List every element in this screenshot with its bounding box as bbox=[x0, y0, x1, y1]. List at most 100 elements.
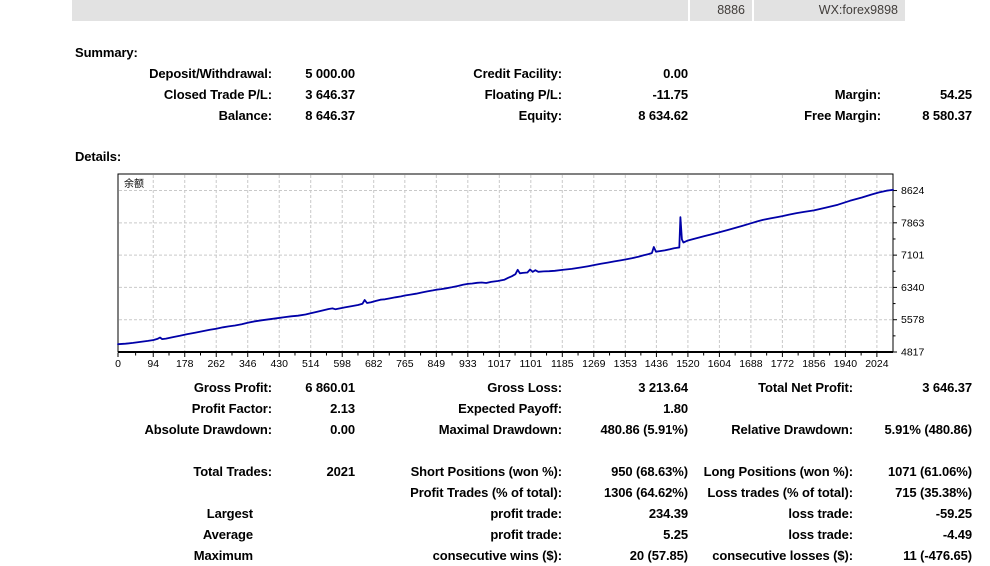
stat-value: 950 (68.63%) bbox=[611, 464, 688, 479]
stats-row: Maximum consecutive wins ($): 20 (57.85)… bbox=[75, 545, 972, 566]
stat-value: 480.86 (5.91%) bbox=[600, 422, 689, 437]
stat-label: Profit Trades (% of total): bbox=[410, 485, 562, 500]
stat-label: Free Margin: bbox=[804, 108, 881, 123]
stat-value: 8 580.37 bbox=[922, 108, 972, 123]
svg-text:430: 430 bbox=[270, 358, 288, 370]
stat-label: Deposit/Withdrawal: bbox=[149, 66, 272, 81]
svg-text:514: 514 bbox=[302, 358, 320, 370]
svg-text:7101: 7101 bbox=[901, 250, 925, 262]
stat-value: 0.00 bbox=[663, 66, 688, 81]
stat-value: 6 860.01 bbox=[305, 380, 355, 395]
stat-label: Total Trades: bbox=[193, 464, 272, 479]
toolbar-contact-watermark: WX:forex9898 bbox=[754, 0, 905, 21]
stat-value: 5.91% (480.86) bbox=[884, 422, 973, 437]
stats-row: Profit Trades (% of total): 1306 (64.62%… bbox=[75, 482, 972, 503]
stat-label: Largest bbox=[206, 506, 253, 521]
stat-label: Gross Profit: bbox=[193, 380, 272, 395]
summary-heading: Summary: bbox=[75, 45, 138, 60]
stat-value: 3 213.64 bbox=[638, 380, 688, 395]
stat-value: 54.25 bbox=[939, 87, 972, 102]
stat-value: -4.49 bbox=[942, 527, 972, 542]
svg-text:178: 178 bbox=[176, 358, 194, 370]
svg-text:849: 849 bbox=[428, 358, 446, 370]
summary-row: Deposit/Withdrawal: 5 000.00 Credit Faci… bbox=[75, 63, 972, 84]
stat-label: Closed Trade P/L: bbox=[163, 87, 272, 102]
stat-value: 1306 (64.62%) bbox=[604, 485, 688, 500]
stat-label: Maximal Drawdown: bbox=[438, 422, 562, 437]
svg-text:1101: 1101 bbox=[520, 358, 543, 370]
stat-label: Credit Facility: bbox=[473, 66, 562, 81]
stat-label: Long Positions (won %): bbox=[703, 464, 853, 479]
svg-text:346: 346 bbox=[239, 358, 257, 370]
stat-label: Loss trades (% of total): bbox=[707, 485, 853, 500]
stat-value: 2.13 bbox=[330, 401, 355, 416]
top-toolbar: 8886 WX:forex9898 bbox=[72, 0, 905, 21]
svg-text:1353: 1353 bbox=[614, 358, 638, 370]
stats-row: Average profit trade: 5.25 loss trade: -… bbox=[75, 524, 972, 545]
svg-text:7863: 7863 bbox=[901, 217, 925, 229]
stats-row: Total Trades: 2021 Short Positions (won … bbox=[75, 461, 972, 482]
stat-label: Expected Payoff: bbox=[458, 401, 562, 416]
stat-label: Gross Loss: bbox=[487, 380, 562, 395]
stats-row: Absolute Drawdown: 0.00 Maximal Drawdown… bbox=[75, 419, 973, 440]
mt4-statement-page: { "topbar": { "account": "8886", "contac… bbox=[72, 0, 973, 563]
stats-row: Gross Profit: 6 860.01 Gross Loss: 3 213… bbox=[75, 377, 972, 398]
svg-text:8624: 8624 bbox=[901, 185, 925, 197]
stat-label: Equity: bbox=[518, 108, 562, 123]
svg-text:6340: 6340 bbox=[901, 282, 925, 294]
stat-value: 0.00 bbox=[330, 422, 355, 437]
stats-row: Profit Factor: 2.13 Expected Payoff: 1.8… bbox=[75, 398, 972, 419]
svg-text:1269: 1269 bbox=[582, 358, 606, 370]
stat-value: 8 634.62 bbox=[638, 108, 688, 123]
summary-table: Deposit/Withdrawal: 5 000.00 Credit Faci… bbox=[75, 63, 972, 126]
stat-label: Average bbox=[202, 527, 253, 542]
stat-value: 3 646.37 bbox=[922, 380, 972, 395]
svg-text:余额: 余额 bbox=[124, 177, 144, 190]
stat-value: 20 (57.85) bbox=[629, 548, 688, 563]
svg-text:1520: 1520 bbox=[676, 358, 700, 370]
stat-label: Short Positions (won %): bbox=[410, 464, 563, 479]
svg-text:1688: 1688 bbox=[739, 358, 763, 370]
stat-value: -11.75 bbox=[652, 87, 688, 102]
stats-row: Largest profit trade: 234.39 loss trade:… bbox=[75, 503, 972, 524]
svg-text:2024: 2024 bbox=[865, 358, 889, 370]
stat-label: consecutive losses ($): bbox=[712, 548, 853, 563]
svg-text:1856: 1856 bbox=[802, 358, 826, 370]
details-table-2: Total Trades: 2021 Short Positions (won … bbox=[75, 461, 972, 566]
svg-text:598: 598 bbox=[333, 358, 351, 370]
summary-row: Balance: 8 646.37 Equity: 8 634.62 Free … bbox=[75, 105, 972, 126]
svg-text:765: 765 bbox=[396, 358, 414, 370]
stat-value: 8 646.37 bbox=[305, 108, 355, 123]
stat-value: 715 (35.38%) bbox=[895, 485, 972, 500]
details-table-1: Gross Profit: 6 860.01 Gross Loss: 3 213… bbox=[75, 377, 973, 440]
summary-row: Closed Trade P/L: 3 646.37 Floating P/L:… bbox=[75, 84, 972, 105]
stat-value: 234.39 bbox=[648, 506, 688, 521]
svg-text:4817: 4817 bbox=[901, 347, 925, 359]
svg-text:1436: 1436 bbox=[645, 358, 669, 370]
stat-label: consecutive wins ($): bbox=[432, 548, 562, 563]
svg-text:94: 94 bbox=[147, 358, 159, 370]
toolbar-account-number: 8886 bbox=[690, 0, 752, 21]
stat-label: Profit Factor: bbox=[191, 401, 272, 416]
stat-value: 2021 bbox=[326, 464, 355, 479]
svg-text:0: 0 bbox=[115, 358, 121, 370]
stat-label: Relative Drawdown: bbox=[731, 422, 853, 437]
stat-label: Floating P/L: bbox=[484, 87, 563, 102]
stat-value: -59.25 bbox=[935, 506, 972, 521]
svg-text:1604: 1604 bbox=[708, 358, 732, 370]
svg-text:933: 933 bbox=[459, 358, 477, 370]
stat-label: Margin: bbox=[834, 87, 881, 102]
stat-label: Maximum bbox=[193, 548, 253, 563]
svg-text:1017: 1017 bbox=[488, 358, 512, 370]
stat-label: loss trade: bbox=[788, 527, 853, 542]
stat-label: profit trade: bbox=[490, 506, 562, 521]
balance-chart: 0 94 178 262 346 430 514 598 682 765 849 933 1017 110… bbox=[115, 173, 925, 370]
svg-text:5578: 5578 bbox=[901, 314, 925, 326]
details-heading: Details: bbox=[75, 149, 122, 164]
stat-label: profit trade: bbox=[490, 527, 562, 542]
svg-text:1185: 1185 bbox=[551, 358, 574, 370]
stat-value: 11 (-476.65) bbox=[903, 548, 972, 563]
svg-text:682: 682 bbox=[365, 358, 383, 370]
stat-value: 1071 (61.06%) bbox=[888, 464, 972, 479]
svg-text:1772: 1772 bbox=[771, 358, 795, 370]
